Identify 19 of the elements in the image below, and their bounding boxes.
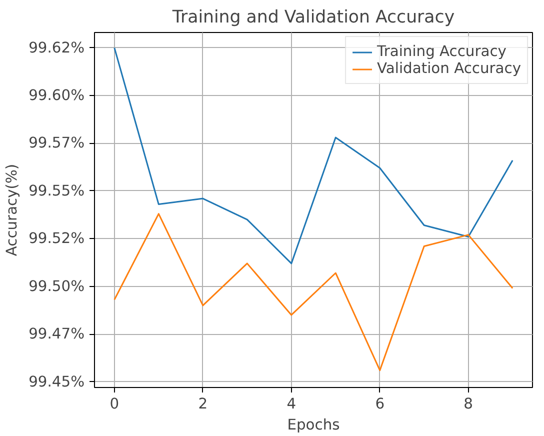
legend-label: Training Accuracy: [377, 43, 506, 60]
x-tick-label: 2: [198, 396, 208, 412]
y-tick-label: 99.45%: [28, 373, 85, 390]
y-axis-title: Accuracy(%): [4, 164, 21, 256]
y-tick-label: 99.57%: [28, 134, 85, 152]
legend-label: Validation Accuracy: [377, 60, 521, 77]
x-axis-title: Epochs: [287, 416, 340, 434]
y-tick-label: 99.62%: [28, 39, 85, 56]
y-tick-label: 99.50%: [28, 278, 85, 295]
y-tick-label: 99.47%: [28, 326, 85, 343]
y-tick-label: 99.60%: [28, 86, 85, 104]
line-series: [114, 213, 514, 372]
y-tick-label: 99.52%: [28, 230, 85, 248]
x-tick-label: 0: [110, 396, 120, 412]
x-tick-label: 6: [375, 396, 385, 412]
x-tick-label: 4: [286, 396, 296, 412]
y-tick-label: 99.55%: [28, 182, 85, 200]
x-tick-label: 8: [464, 396, 474, 412]
chart-title: Training and Validation Accuracy: [171, 8, 455, 28]
